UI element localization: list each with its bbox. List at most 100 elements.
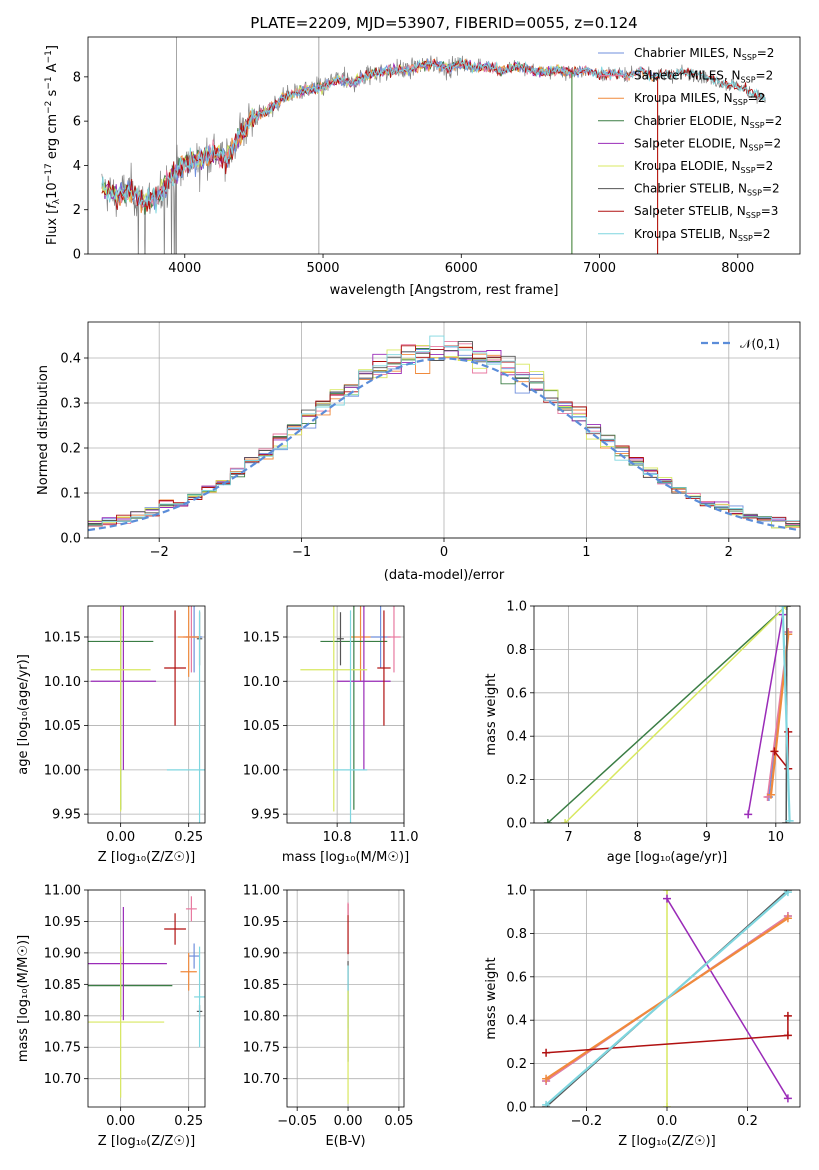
x-tick-label: −0.05	[277, 1114, 317, 1129]
plot-area	[88, 606, 205, 823]
legend-label-salpeter_stelib: Salpeter STELIB, NSSP=3	[634, 204, 778, 220]
axes-frame	[533, 605, 801, 824]
line-salpeter_elodie	[666, 898, 789, 1099]
axes-frame	[87, 321, 801, 539]
y-tick-label: 11.00	[243, 884, 280, 899]
y-tick-label: 0.4	[60, 352, 81, 367]
plot-area	[300, 606, 401, 823]
y-tick-label: 10.00	[44, 763, 81, 778]
mass-vs-metallicity-panel: 0.00 0.25 10.70 10.75 10.80 10.85 10.90 10.95 11…	[16, 884, 206, 1149]
legend-label-chabrier_stelib: Chabrier STELIB, NSSP=2	[634, 182, 780, 198]
y-tick-label: 10.75	[243, 1041, 280, 1056]
x-tick-label: 9	[703, 830, 711, 845]
axes-frame	[286, 605, 405, 824]
x-tick-label: 0.2	[737, 1114, 758, 1129]
marker-chabrier_stelib	[782, 606, 791, 610]
x-tick-label: 4000	[168, 261, 201, 276]
x-tick-label: 8	[633, 830, 641, 845]
legend-label-kroupa_elodie: Kroupa ELODIE, NSSP=2	[634, 159, 773, 175]
x-axis-label: Z [log₁₀(Z/Z☉)]	[98, 850, 195, 865]
x-tick-label: 8000	[721, 261, 754, 276]
marker-salpeter_elodie	[744, 810, 753, 819]
marker-kroupa_miles	[766, 790, 775, 799]
massweight-vs-metallicity-panel: −0.2 0.0 0.2 0.0 0.2 0.4 0.6 0.8 1.0 Z [log₁₀(Z/Z…	[484, 884, 801, 1149]
plot-area	[101, 37, 766, 254]
y-tick-label: 0.3	[60, 397, 81, 412]
spectrum-panel: 4000 5000 6000 7000 8000 0 2 4 6 8 wavelength [Ang…	[44, 36, 801, 298]
x-tick-label: 10.8	[323, 830, 352, 845]
y-tick-label: 0.4	[506, 730, 527, 745]
y-tick-label: 9.95	[52, 808, 81, 823]
y-tick-label: 0.2	[506, 773, 527, 788]
marker-kroupa_stelib	[542, 1100, 551, 1107]
y-tick-label: 0.6	[506, 970, 527, 985]
line-chabrier_elodie	[547, 606, 787, 823]
marker-chabrier_elodie	[543, 819, 552, 823]
plot-area	[542, 890, 792, 1107]
y-tick-label: 10.80	[44, 1009, 81, 1024]
marker-kroupa_miles	[542, 1074, 551, 1083]
axes-frame	[87, 889, 206, 1108]
y-tick-label: 9.95	[251, 808, 280, 823]
x-tick-label: 0.00	[106, 1114, 135, 1129]
y-tick-label: 0.2	[506, 1057, 527, 1072]
hist-kroupa_stelib	[88, 335, 800, 526]
legend-label-normal: 𝒩(0,1)	[740, 337, 780, 351]
x-axis-label: Z [log₁₀(Z/Z☉)]	[618, 1134, 715, 1149]
axes-frame	[87, 36, 801, 255]
y-tick-label: 10.95	[44, 915, 81, 930]
line-salpeter_elodie	[747, 614, 784, 815]
y-tick-label: 2	[73, 203, 81, 218]
x-tick-label: 6000	[445, 261, 478, 276]
legend-label-salpeter_elodie: Salpeter ELODIE, NSSP=2	[634, 136, 781, 152]
x-tick-label: 0.05	[384, 1114, 413, 1129]
y-tick-label: 0.2	[60, 442, 81, 457]
y-tick-label: 1.0	[506, 884, 527, 899]
marker-salpeter_elodie	[783, 1094, 792, 1103]
legend-label-kroupa_stelib: Kroupa STELIB, NSSP=2	[634, 227, 771, 243]
y-tick-label: 0.0	[60, 532, 81, 547]
x-tick-label: −1	[292, 545, 311, 560]
y-tick-label: 0.0	[506, 817, 527, 832]
y-tick-label: 10.85	[243, 978, 280, 993]
x-tick-label: 11.0	[390, 830, 419, 845]
y-axis-label: Normed distribution	[36, 365, 51, 495]
y-tick-label: 10.15	[243, 631, 280, 646]
x-tick-label: 0.25	[174, 830, 203, 845]
marker-salpeter_stelib	[770, 747, 779, 756]
y-tick-label: 10.95	[243, 915, 280, 930]
line-kroupa_elodie	[564, 606, 787, 823]
age-vs-metallicity-panel: 0.00 0.25 9.95 10.00 10.05 10.10 10.15 Z [log₁₀…	[16, 605, 206, 865]
x-tick-label: 0.25	[174, 1114, 203, 1129]
legend-label-chabrier_miles: Chabrier MILES, NSSP=2	[634, 46, 774, 62]
y-axis-label: mass weight	[484, 957, 499, 1039]
y-tick-label: 10.90	[243, 946, 280, 961]
x-tick-label: 5000	[306, 261, 339, 276]
normal-curve	[88, 357, 800, 532]
x-tick-label: 7000	[583, 261, 616, 276]
spectrum-legend: Chabrier MILES, NSSP=2 Salpeter MILES, NS…	[598, 46, 782, 243]
x-axis-label: mass [log₁₀(M/M☉)]	[282, 850, 409, 865]
x-tick-label: 10	[768, 830, 785, 845]
x-tick-label: 0.00	[334, 1114, 363, 1129]
y-tick-label: 0	[73, 248, 81, 263]
y-tick-label: 10.05	[44, 719, 81, 734]
x-axis-label: Z [log₁₀(Z/Z☉)]	[98, 1134, 195, 1149]
age-vs-mass-panel: 10.8 11.0 9.95 10.00 10.05 10.10 10.15 mass [lo…	[243, 605, 419, 865]
y-tick-label: 0.8	[506, 643, 527, 658]
x-tick-label: −2	[150, 545, 169, 560]
y-tick-label: 0.1	[60, 487, 81, 502]
marker-salpeter_stelib	[783, 1031, 792, 1040]
marker-kroupa_miles	[784, 630, 793, 639]
marker-salpeter_stelib	[784, 727, 793, 736]
marker-kroupa_elodie	[561, 819, 570, 823]
y-axis-label: mass [log₁₀(M/M☉)]	[16, 935, 31, 1062]
y-tick-label: 10.00	[243, 763, 280, 778]
y-tick-label: 10.75	[44, 1041, 81, 1056]
y-tick-label: 10.85	[44, 978, 81, 993]
y-tick-label: 10.10	[243, 675, 280, 690]
y-tick-label: 10.15	[44, 631, 81, 646]
y-tick-label: 10.80	[243, 1009, 280, 1024]
axes-frame	[87, 605, 206, 824]
